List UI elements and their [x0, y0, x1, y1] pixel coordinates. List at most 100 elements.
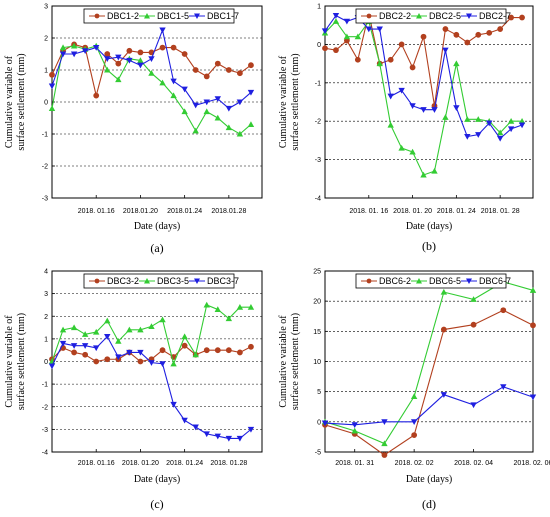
point-p2-s1-8	[409, 64, 416, 71]
point-p2-s2-5	[376, 60, 383, 67]
point-p1-s2-0	[48, 105, 56, 111]
ytick-label-p3-7: 3	[44, 291, 48, 298]
legend-p4-s2-marker	[416, 278, 422, 284]
legend-label-p4-s1: DBC6-2	[379, 276, 411, 286]
point-p3-s1-12	[181, 342, 188, 349]
point-p4-s3-7	[529, 394, 537, 401]
point-p3-s1-8	[137, 358, 144, 365]
ytick-label-p2-1: -3	[315, 157, 321, 164]
point-p2-s2-16	[496, 129, 504, 136]
point-p1-s3-16	[225, 105, 233, 112]
point-p1-s1-0	[49, 71, 55, 78]
ytick-label-p1-2: -1	[42, 132, 48, 139]
point-p2-s1-17	[508, 14, 515, 21]
point-p3-s2-2	[70, 324, 78, 331]
point-p2-s2-8	[409, 148, 416, 155]
point-p1-s3-12	[181, 86, 188, 93]
point-p4-s3-6	[500, 384, 507, 391]
point-p1-s3-4	[93, 45, 100, 51]
xtick-label-p1-1: 2018.01.20	[123, 208, 158, 215]
point-p1-s3-2	[70, 51, 78, 58]
point-p3-s3-10	[159, 361, 166, 367]
y-axis-title-line1-p4: Cumulative variable of	[278, 315, 289, 408]
chart-panel-3: -4 -3 -2 -1 0 1 2 3 4 2018. 01.16 2018. 01.20 2018.…	[4, 269, 263, 511]
xtick-label-p3-1: 2018. 01.20	[122, 460, 159, 467]
panel-label-p4: (d)	[422, 497, 436, 511]
point-p3-s2-4	[93, 328, 100, 335]
y-axis-title-line2-p3: surface settlement (mm)	[16, 313, 27, 410]
legend-box-p3	[83, 273, 235, 289]
ytick-label-p1-3: 0	[44, 100, 48, 107]
legend-label-p4-s3: DBC6-7	[479, 276, 511, 286]
point-p4-s1-6	[500, 307, 507, 314]
ytick-label-p4-0: -5	[315, 450, 321, 457]
legend-box-p4	[355, 273, 507, 289]
point-p2-s3-0	[321, 28, 329, 35]
legend-p1-s1-marker	[94, 13, 100, 19]
point-p3-s1-4	[93, 358, 100, 365]
point-p2-s3-16	[496, 135, 504, 142]
point-p4-s3-5	[470, 402, 477, 409]
point-p1-s3-15	[214, 96, 221, 102]
point-p2-s2-18	[518, 118, 526, 124]
point-p2-s2-1	[332, 18, 340, 24]
point-p1-s3-0	[48, 83, 56, 90]
ytick-label-p2-5: 1	[317, 4, 321, 11]
point-p3-s3-6	[115, 354, 122, 361]
point-p1-s2-5	[104, 66, 111, 73]
point-p2-s3-18	[518, 122, 526, 129]
point-p4-s1-4	[440, 326, 447, 333]
point-p2-s1-13	[464, 39, 471, 46]
point-p2-s2-9	[420, 171, 427, 178]
point-p1-s1-7	[126, 47, 133, 54]
ytick-label-p4-3: 10	[313, 359, 321, 366]
ytick-label-p3-6: 2	[44, 314, 48, 321]
point-p1-s2-1	[59, 44, 67, 51]
point-p3-s2-18	[247, 304, 255, 310]
point-p3-s2-6	[115, 337, 122, 344]
point-p1-s1-18	[248, 62, 254, 69]
point-p1-s2-9	[148, 70, 155, 76]
ytick-label-p4-5: 20	[313, 299, 321, 306]
ytick-label-p3-2: -2	[42, 404, 48, 411]
point-p1-s1-14	[203, 73, 210, 80]
point-p1-s1-13	[192, 67, 199, 73]
point-p1-s1-5	[104, 51, 111, 57]
point-p3-s2-10	[159, 316, 166, 323]
series-line-p1-s3	[51, 28, 252, 110]
point-p4-s1-3	[411, 432, 418, 439]
point-p2-s2-10	[431, 167, 438, 174]
legend-label-p4-s2: DBC6-5	[429, 276, 461, 286]
point-p2-s3-5	[376, 26, 383, 33]
point-p3-s2-7	[126, 326, 133, 333]
point-p1-s3-1	[59, 51, 67, 58]
series-line-p4-s3	[324, 386, 534, 426]
point-p4-s1-5	[470, 321, 477, 328]
x-axis-title-p4: Date (days)	[406, 474, 452, 485]
point-p1-s2-12	[181, 108, 188, 115]
xtick-label-p4-1: 2018. 02. 02	[395, 460, 434, 467]
point-p3-s3-17	[236, 435, 244, 442]
legend-p4-s3-marker	[466, 278, 472, 284]
plot-frame-p2	[324, 5, 534, 199]
point-p1-s2-10	[159, 79, 166, 86]
point-p1-s3-9	[148, 56, 155, 62]
point-p3-s2-16	[225, 315, 233, 322]
point-p2-s3-10	[431, 107, 438, 113]
series-line-p3-s3	[51, 335, 252, 439]
ytick-label-p3-0: -4	[42, 450, 48, 457]
panel-label-p1: (a)	[150, 241, 163, 255]
point-p4-s3-0	[321, 420, 329, 427]
point-p2-s2-6	[387, 121, 394, 128]
point-p4-s2-5	[470, 296, 477, 302]
point-p2-s3-2	[343, 18, 351, 25]
point-p3-s3-5	[104, 334, 111, 340]
panel-label-p2: (b)	[422, 239, 436, 253]
point-p1-s1-4	[93, 92, 100, 99]
y-axis-title-line2-p1: surface settlement (mm)	[16, 53, 27, 150]
point-p2-s1-0	[322, 45, 328, 52]
point-p3-s1-14	[203, 347, 210, 354]
point-p2-s2-12	[453, 60, 460, 67]
ytick-label-p3-1: -3	[42, 427, 48, 434]
point-p2-s1-15	[486, 29, 493, 36]
